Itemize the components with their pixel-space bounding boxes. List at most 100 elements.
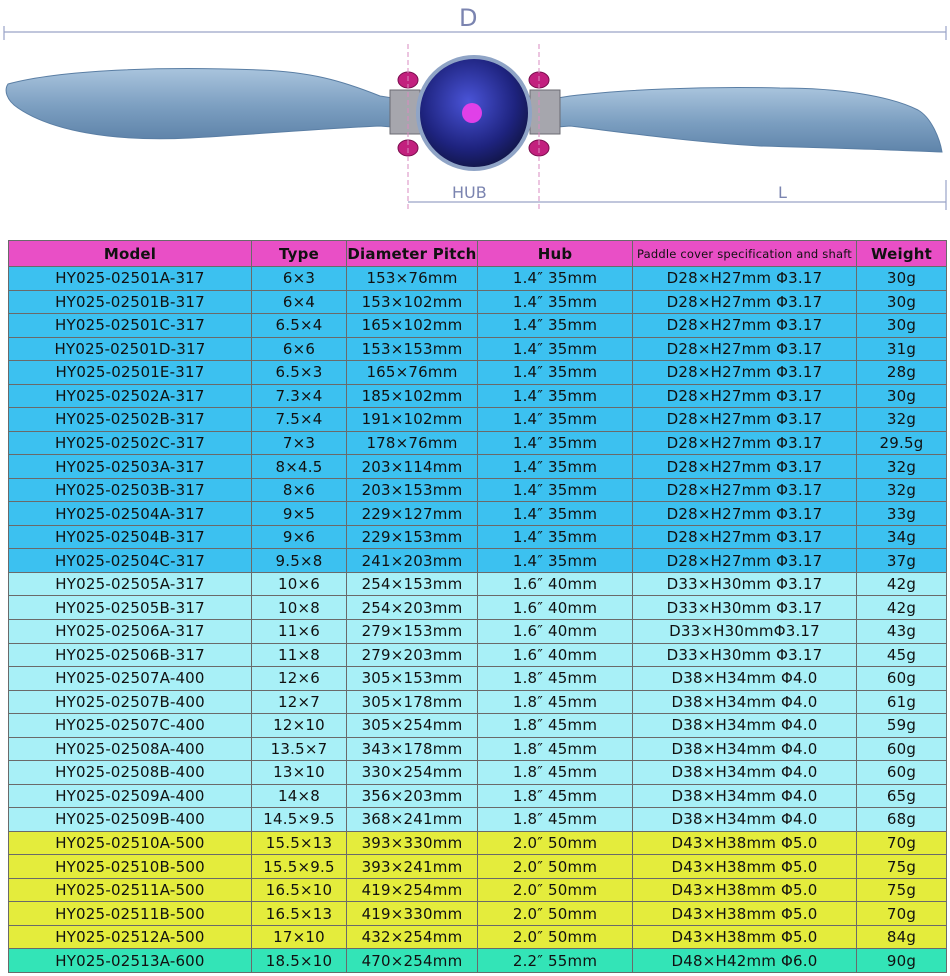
cell-model: HY025-02508B-400	[8, 760, 252, 785]
cell-cover-shaft: D28×H27mm Φ3.17	[632, 407, 857, 432]
cell-model: HY025-02504C-317	[8, 548, 252, 573]
cell-cover-shaft: D33×H30mmΦ3.17	[632, 618, 857, 644]
cell-diameter-pitch: 279×203mm	[346, 642, 478, 668]
cell-diameter-pitch: 153×76mm	[346, 266, 478, 291]
table-row: HY025-02502C-317 7×3 178×76mm 1.4″ 35mm D28×…	[8, 430, 947, 456]
cell-diameter-pitch: 203×114mm	[346, 454, 478, 479]
table-row: HY025-02503A-317 8×4.5 203×114mm 1.4″ 35mm D…	[8, 454, 947, 479]
cell-weight: 84g	[856, 924, 947, 950]
cell-cover-shaft: D28×H27mm Φ3.17	[632, 430, 857, 456]
cell-diameter-pitch: 419×254mm	[346, 877, 478, 903]
cell-weight: 90g	[856, 948, 947, 973]
cell-model: HY025-02502A-317	[8, 383, 252, 409]
cell-diameter-pitch: 185×102mm	[346, 383, 478, 409]
cell-model: HY025-02507B-400	[8, 689, 252, 715]
cell-hub: 1.4″ 35mm	[477, 289, 633, 315]
cell-cover-shaft: D28×H27mm Φ3.17	[632, 524, 857, 550]
table-header-row: Model Type Diameter Pitch Hub Paddle cov…	[8, 240, 947, 267]
cell-type: 14×8	[251, 783, 347, 809]
cell-hub: 1.4″ 35mm	[477, 360, 633, 385]
cell-hub: 2.0″ 50mm	[477, 830, 633, 856]
cell-cover-shaft: D28×H27mm Φ3.17	[632, 501, 857, 526]
cell-cover-shaft: D38×H34mm Φ4.0	[632, 713, 857, 738]
table-row: HY025-02509A-400 14×8 356×203mm 1.8″ 45mm D3…	[8, 783, 947, 809]
cell-hub: 1.8″ 45mm	[477, 689, 633, 715]
shaft-center	[462, 103, 482, 123]
table-row: HY025-02503B-317 8×6 203×153mm 1.4″ 35mm D28…	[8, 477, 947, 503]
cell-diameter-pitch: 165×76mm	[346, 360, 478, 385]
cell-model: HY025-02504A-317	[8, 501, 252, 526]
cell-type: 15.5×9.5	[251, 854, 347, 879]
propeller-spec-table: Model Type Diameter Pitch Hub Paddle cov…	[8, 240, 947, 973]
cell-hub: 1.8″ 45mm	[477, 760, 633, 785]
cell-cover-shaft: D38×H34mm Φ4.0	[632, 689, 857, 715]
cell-cover-shaft: D33×H30mm Φ3.17	[632, 571, 857, 597]
diameter-dimension: D	[3, 4, 947, 40]
cell-weight: 34g	[856, 524, 947, 550]
cell-model: HY025-02501D-317	[8, 336, 252, 362]
cell-model: HY025-02501C-317	[8, 313, 252, 338]
cell-weight: 68g	[856, 807, 947, 832]
propeller-diagram: D HUB L	[3, 4, 947, 210]
cell-diameter-pitch: 241×203mm	[346, 548, 478, 573]
table-row: HY025-02506B-317 11×8 279×203mm 1.6″ 40mm D3…	[8, 642, 947, 668]
cell-cover-shaft: D28×H27mm Φ3.17	[632, 313, 857, 338]
cell-weight: 30g	[856, 289, 947, 315]
cell-diameter-pitch: 279×153mm	[346, 618, 478, 644]
cell-hub: 1.6″ 40mm	[477, 642, 633, 668]
cell-weight: 28g	[856, 360, 947, 385]
cell-weight: 70g	[856, 830, 947, 856]
cell-hub: 1.8″ 45mm	[477, 807, 633, 832]
cell-weight: 59g	[856, 713, 947, 738]
table-row: HY025-02505B-317 10×8 254×203mm 1.6″ 40mm D3…	[8, 595, 947, 620]
cell-model: HY025-02511B-500	[8, 901, 252, 926]
table-row: HY025-02504A-317 9×5 229×127mm 1.4″ 35mm D28…	[8, 501, 947, 526]
cell-type: 7.5×4	[251, 407, 347, 432]
cell-type: 13×10	[251, 760, 347, 785]
cell-model: HY025-02504B-317	[8, 524, 252, 550]
cell-cover-shaft: D43×H38mm Φ5.0	[632, 830, 857, 856]
cell-model: HY025-02505B-317	[8, 595, 252, 620]
cell-diameter-pitch: 178×76mm	[346, 430, 478, 456]
cell-cover-shaft: D43×H38mm Φ5.0	[632, 924, 857, 950]
table-row: HY025-02502A-317 7.3×4 185×102mm 1.4″ 35mm D…	[8, 383, 947, 409]
cell-cover-shaft: D28×H27mm Φ3.17	[632, 383, 857, 409]
cell-hub: 1.4″ 35mm	[477, 313, 633, 338]
cell-diameter-pitch: 470×254mm	[346, 948, 478, 973]
cell-type: 14.5×9.5	[251, 807, 347, 832]
cell-cover-shaft: D28×H27mm Φ3.17	[632, 360, 857, 385]
cell-hub: 1.8″ 45mm	[477, 736, 633, 762]
cell-diameter-pitch: 153×102mm	[346, 289, 478, 315]
cell-cover-shaft: D48×H42mm Φ6.0	[632, 948, 857, 973]
cell-cover-shaft: D38×H34mm Φ4.0	[632, 760, 857, 785]
right-clamp-block	[529, 89, 561, 135]
cell-hub: 1.4″ 35mm	[477, 266, 633, 291]
cell-cover-shaft: D28×H27mm Φ3.17	[632, 289, 857, 315]
table-body: HY025-02501A-317 6×3 153×76mm 1.4″ 35mm D28×…	[8, 266, 947, 973]
cell-hub: 1.6″ 40mm	[477, 618, 633, 644]
cell-hub: 1.8″ 45mm	[477, 666, 633, 691]
cell-model: HY025-02508A-400	[8, 736, 252, 762]
cell-weight: 32g	[856, 477, 947, 503]
cell-model: HY025-02503B-317	[8, 477, 252, 503]
cell-hub: 2.0″ 50mm	[477, 854, 633, 879]
cell-weight: 45g	[856, 642, 947, 668]
cell-weight: 43g	[856, 618, 947, 644]
cell-diameter-pitch: 305×254mm	[346, 713, 478, 738]
cell-diameter-pitch: 254×153mm	[346, 571, 478, 597]
table-row: HY025-02504B-317 9×6 229×153mm 1.4″ 35mm D28…	[8, 524, 947, 550]
cell-type: 16.5×10	[251, 877, 347, 903]
cell-hub: 2.0″ 50mm	[477, 877, 633, 903]
cell-hub: 1.4″ 35mm	[477, 336, 633, 362]
table-row: HY025-02501E-317 6.5×3 165×76mm 1.4″ 35mm D2…	[8, 360, 947, 385]
cell-model: HY025-02501B-317	[8, 289, 252, 315]
cell-cover-shaft: D38×H34mm Φ4.0	[632, 807, 857, 832]
cell-type: 10×8	[251, 595, 347, 620]
cell-weight: 33g	[856, 501, 947, 526]
cell-diameter-pitch: 254×203mm	[346, 595, 478, 620]
table-row: HY025-02504C-317 9.5×8 241×203mm 1.4″ 35mm D…	[8, 548, 947, 573]
cell-weight: 30g	[856, 266, 947, 291]
cell-weight: 75g	[856, 877, 947, 903]
cell-hub: 1.6″ 40mm	[477, 571, 633, 597]
cell-type: 12×6	[251, 666, 347, 691]
